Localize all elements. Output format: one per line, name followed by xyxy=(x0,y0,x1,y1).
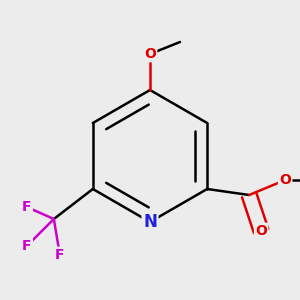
Text: N: N xyxy=(143,213,157,231)
Text: O: O xyxy=(279,173,291,187)
Text: F: F xyxy=(55,248,64,262)
Text: O: O xyxy=(144,47,156,61)
Text: F: F xyxy=(22,239,32,253)
Text: F: F xyxy=(22,200,32,214)
Text: O: O xyxy=(255,224,267,238)
